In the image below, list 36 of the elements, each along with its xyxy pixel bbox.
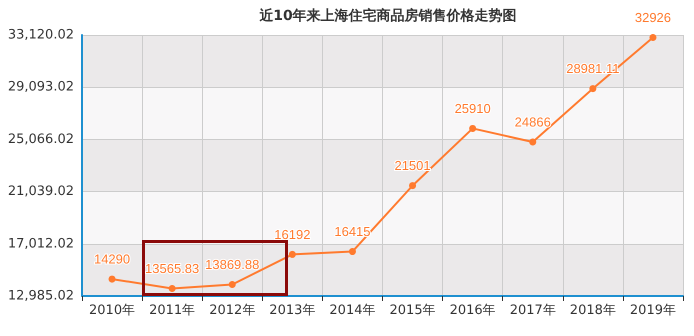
y-tick-label: 12,985.02 bbox=[8, 288, 74, 304]
x-tick-label: 2011年 bbox=[149, 303, 196, 318]
x-tick-label: 2018年 bbox=[570, 303, 616, 318]
y-tick-label: 33,120.02 bbox=[8, 28, 74, 42]
data-label: 16415 bbox=[334, 224, 371, 240]
x-tick-label: 2012年 bbox=[209, 303, 256, 318]
point bbox=[228, 281, 236, 288]
point bbox=[288, 250, 296, 258]
x-tick-label: 2010年 bbox=[89, 303, 136, 318]
point bbox=[348, 248, 356, 256]
point bbox=[108, 276, 116, 283]
data-label: 25910 bbox=[454, 100, 491, 116]
x-tick-label: 2016年 bbox=[450, 303, 496, 318]
x-tick-label: 2019年 bbox=[630, 303, 676, 318]
data-label: 13869.88 bbox=[205, 257, 260, 272]
data-label: 13565.83 bbox=[145, 260, 200, 276]
data-label: 21501 bbox=[394, 158, 431, 174]
point bbox=[168, 284, 176, 292]
data-label: 16192 bbox=[274, 226, 310, 242]
data-label: 32926 bbox=[634, 10, 672, 26]
data-label: 14290 bbox=[94, 252, 130, 267]
chart-title: 近10年来上海住宅商品房销售价格走势图 bbox=[258, 7, 517, 24]
data-label: 24866 bbox=[514, 114, 551, 130]
point bbox=[469, 124, 476, 132]
point bbox=[409, 182, 416, 190]
y-tick-label: 17,012.02 bbox=[8, 236, 74, 252]
x-tick-label: 2014年 bbox=[329, 303, 376, 318]
y-tick-label: 29,093.02 bbox=[8, 80, 74, 95]
y-tick-label: 25,066.02 bbox=[8, 132, 74, 147]
point bbox=[529, 138, 536, 146]
y-tick-label: 21,039.02 bbox=[8, 184, 74, 200]
x-tick-label: 2015年 bbox=[390, 303, 436, 318]
point bbox=[589, 85, 596, 92]
x-tick-label: 2013年 bbox=[269, 303, 316, 318]
x-tick-label: 2017年 bbox=[510, 303, 556, 318]
point bbox=[649, 34, 656, 42]
